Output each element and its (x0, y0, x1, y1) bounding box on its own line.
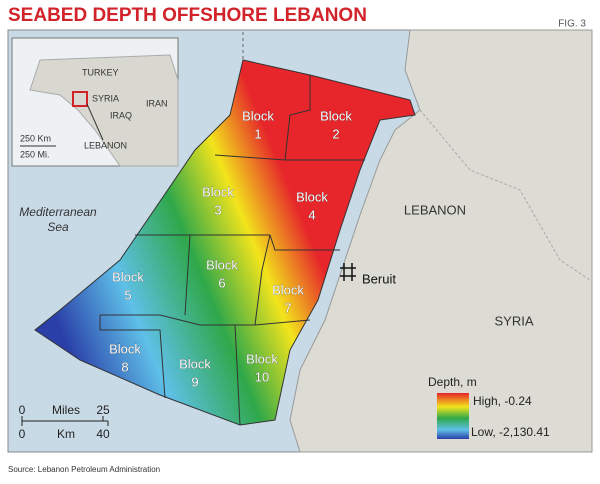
scale-label: 0 (19, 403, 26, 417)
block-number: 1 (254, 126, 261, 141)
legend-bar (437, 393, 469, 439)
block-number: 9 (191, 374, 198, 389)
block-number: 2 (332, 126, 339, 141)
city-icon (340, 263, 356, 281)
block-label: Block (242, 108, 274, 123)
inset-label: TURKEY (82, 67, 119, 77)
block-labels: Block 1 Block 2 Block 3 Block 4 Block 5 … (109, 108, 353, 389)
block-number: 8 (121, 359, 128, 374)
scale-label: 40 (96, 427, 110, 441)
source: Source: Lebanon Petroleum Administration (8, 465, 160, 474)
block-label: Block (179, 356, 211, 371)
inset: TURKEY SYRIA IRAN IRAQ LEBANON 250 Km 25… (11, 37, 179, 167)
block-label: Block (246, 351, 278, 366)
inset-label: SYRIA (92, 93, 119, 103)
legend-high: High, -0.24 (473, 394, 532, 408)
figure-number: FIG. 3 (558, 19, 586, 30)
block-number: 7 (284, 300, 291, 315)
block-label: Block (109, 341, 141, 356)
inset-label: IRAN (146, 98, 168, 108)
block-label: Block (320, 108, 352, 123)
scale-label: Km (57, 427, 75, 441)
sea-label: Mediterranean (19, 205, 97, 219)
legend-title: Depth, m (428, 375, 477, 389)
legend: Depth, m High, -0.24 Low, -2,130.41 (428, 375, 550, 439)
inset-label: LEBANON (84, 140, 127, 150)
block-number: 10 (255, 369, 269, 384)
legend-low: Low, -2,130.41 (471, 425, 550, 439)
block-number: 6 (218, 275, 225, 290)
country-label: LEBANON (404, 202, 466, 217)
block-number: 5 (124, 287, 131, 302)
block-label: Block (112, 269, 144, 284)
scale-bar: 0 Miles 25 0 Km 40 (19, 403, 110, 441)
inset-scale: 250 Km (20, 133, 51, 143)
land (289, 29, 593, 453)
city-label: Beruit (362, 271, 396, 286)
border (419, 109, 591, 281)
scale-label: 25 (96, 403, 110, 417)
block-label: Block (296, 189, 328, 204)
scale-label: Miles (52, 403, 80, 417)
block-area (34, 59, 416, 426)
title: SEABED DEPTH OFFSHORE LEBANON (8, 5, 367, 26)
scale-label: 0 (19, 427, 26, 441)
block-number: 4 (308, 207, 315, 222)
inset-scale: 250 Mi. (20, 149, 50, 159)
inset-label: IRAQ (110, 110, 132, 120)
sea-label: Sea (47, 220, 69, 234)
block-label: Block (202, 184, 234, 199)
block-label: Block (206, 257, 238, 272)
block-number: 3 (214, 202, 221, 217)
block-label: Block (272, 282, 304, 297)
country-label: SYRIA (494, 313, 533, 328)
